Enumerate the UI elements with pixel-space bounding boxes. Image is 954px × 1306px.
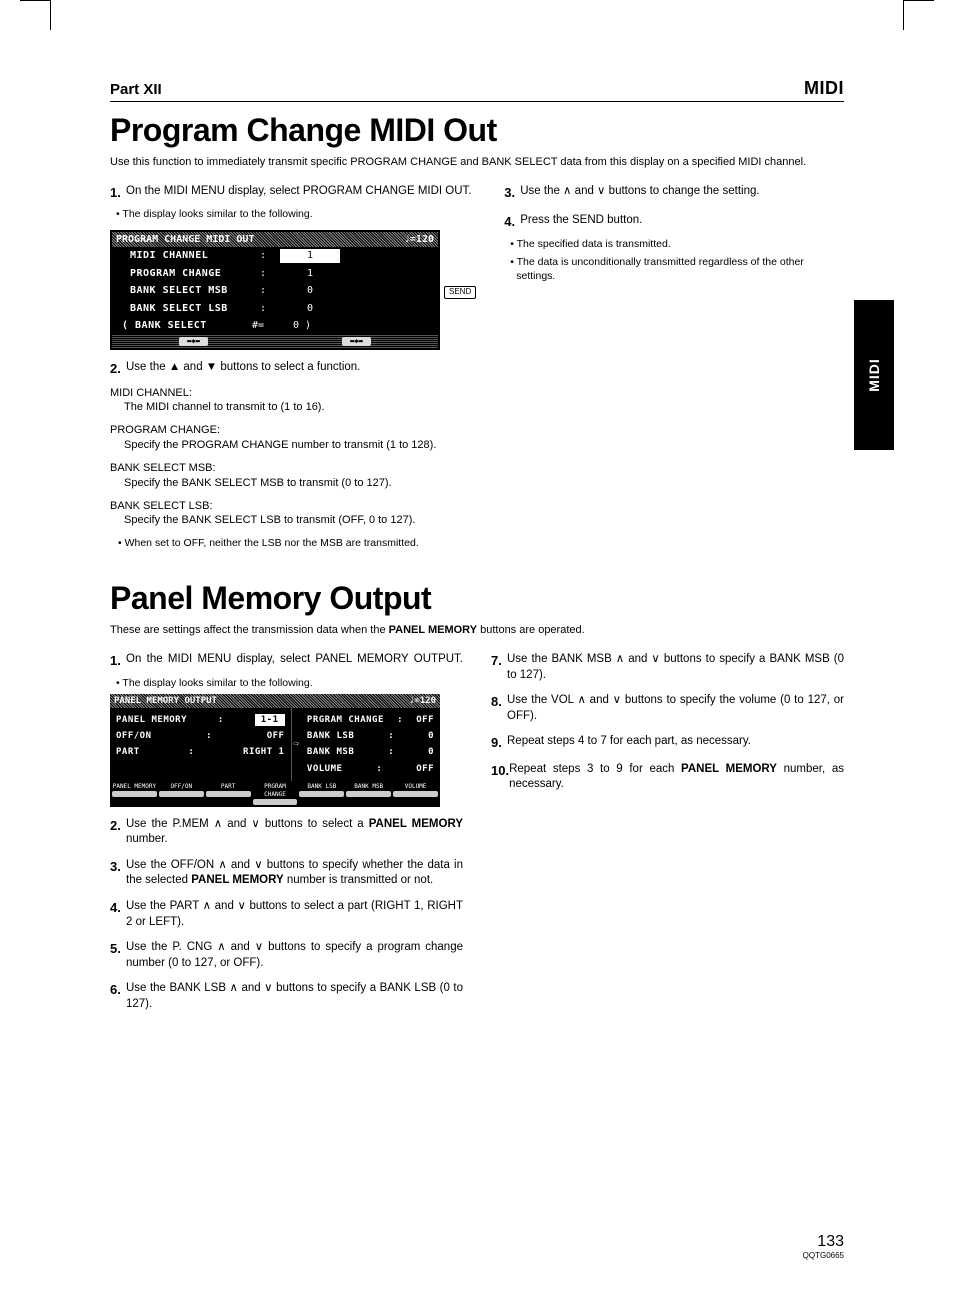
section1-left-column: 1. On the MIDI MENU display, select PROG…: [110, 184, 476, 555]
s2-step5: Use the P. CNG ∧ and ∨ buttons to specif…: [126, 940, 463, 971]
s2-step1: On the MIDI MENU display, select PANEL M…: [126, 652, 463, 670]
section1-title: Program Change MIDI Out: [110, 112, 844, 149]
part-label: Part XII: [110, 81, 162, 98]
arrow-right-icon: [292, 738, 301, 750]
step-1: On the MIDI MENU display, select PROGRAM…: [126, 184, 476, 202]
step-4: Press the SEND button.: [520, 213, 844, 231]
lcd-screenshot-2: PANEL MEMORY OUTPUT♩=120 PANEL MEMORY:1-…: [110, 694, 440, 807]
step-2: Use the ▲ and ▼ buttons to select a func…: [126, 360, 476, 378]
section2-right-column: 7. Use the BANK MSB ∧ and ∨ buttons to s…: [491, 652, 844, 1018]
step-3: Use the ∧ and ∨ buttons to change the se…: [520, 184, 844, 202]
section-label: MIDI: [804, 78, 844, 99]
side-tab: MIDI: [854, 300, 894, 450]
s2-step10: Repeat steps 3 to 9 for each PANEL MEMOR…: [509, 762, 844, 793]
section1-intro: Use this function to immediately transmi…: [110, 155, 844, 170]
section2-intro: These are settings affect the transmissi…: [110, 623, 844, 638]
section2-left-column: 1. On the MIDI MENU display, select PANE…: [110, 652, 463, 1018]
s2-step4: Use the PART ∧ and ∨ buttons to select a…: [126, 899, 463, 930]
section2-title: Panel Memory Output: [110, 580, 844, 617]
doc-code: QQTG0665: [803, 1251, 844, 1260]
send-button[interactable]: SEND: [444, 286, 476, 299]
s2-step9: Repeat steps 4 to 7 for each part, as ne…: [507, 734, 844, 752]
s2-step3: Use the OFF/ON ∧ and ∨ buttons to specif…: [126, 858, 463, 889]
page-footer: 133 QQTG0665: [803, 1233, 844, 1260]
s2-step7: Use the BANK MSB ∧ and ∨ buttons to spec…: [507, 652, 844, 683]
s2-step2: Use the P.MEM ∧ and ∨ buttons to select …: [126, 817, 463, 848]
def-lsb-note: • When set to OFF, neither the LSB nor t…: [110, 536, 476, 550]
step1-bullet: • The display looks similar to the follo…: [110, 207, 476, 221]
s2-step6: Use the BANK LSB ∧ and ∨ buttons to spec…: [126, 981, 463, 1012]
s2-step8: Use the VOL ∧ and ∨ buttons to specify t…: [507, 693, 844, 724]
lcd-screenshot-1: PROGRAM CHANGE MIDI OUT♩=120 MIDI CHANNE…: [110, 230, 440, 350]
page-header: Part XII MIDI: [110, 78, 844, 102]
section1-right-column: 3. Use the ∧ and ∨ buttons to change the…: [504, 184, 844, 555]
page-number: 133: [803, 1233, 844, 1251]
